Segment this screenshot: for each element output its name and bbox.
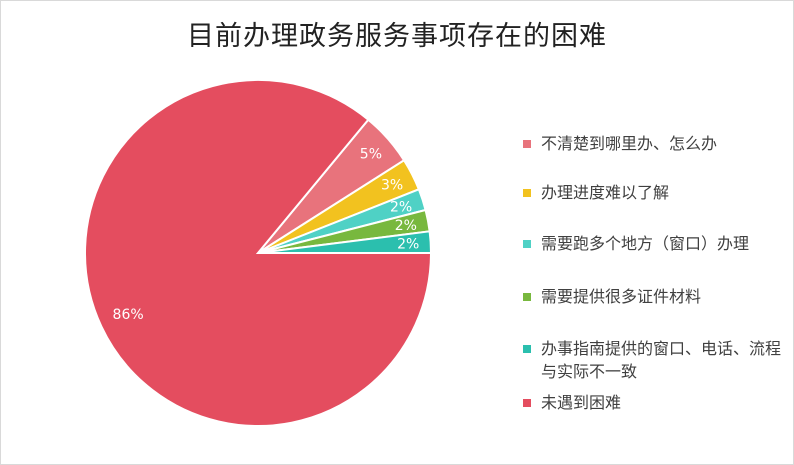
- slice-label-1: 3%: [381, 178, 403, 194]
- legend-swatch-4: [523, 345, 531, 353]
- slice-label-0: 5%: [360, 147, 382, 163]
- legend-swatch-3: [523, 293, 531, 301]
- legend-item-1: 办理进度难以了解: [523, 181, 793, 204]
- legend-swatch-2: [523, 240, 531, 248]
- slice-label-4: 2%: [397, 237, 419, 253]
- slice-label-3: 2%: [395, 218, 417, 234]
- legend-swatch-1: [523, 189, 531, 197]
- legend-item-0: 不清楚到哪里办、怎么办: [523, 132, 793, 155]
- chart-title: 目前办理政务服务事项存在的困难: [187, 21, 607, 52]
- slice-label-2: 2%: [390, 200, 412, 216]
- legend-swatch-0: [523, 140, 531, 148]
- legend-label-0: 不清楚到哪里办、怎么办: [541, 134, 718, 153]
- pie-slice-5: [84, 79, 433, 428]
- legend-swatch-5: [523, 399, 531, 407]
- legend-label-4: 办事指南提供的窗口、电话、流程与实际不一致: [541, 339, 782, 381]
- legend-label-2: 需要跑多个地方（窗口）办理: [541, 234, 750, 253]
- legend-item-4: 办事指南提供的窗口、电话、流程与实际不一致: [523, 337, 793, 383]
- legend-item-3: 需要提供很多证件材料: [523, 285, 793, 308]
- legend-label-5: 未遇到困难: [541, 393, 622, 412]
- slice-label-5: 86%: [113, 307, 144, 323]
- legend-label-3: 需要提供很多证件材料: [541, 287, 702, 306]
- legend-label-1: 办理进度难以了解: [541, 183, 670, 202]
- legend-item-2: 需要跑多个地方（窗口）办理: [523, 232, 793, 255]
- legend-item-5: 未遇到困难: [523, 391, 793, 414]
